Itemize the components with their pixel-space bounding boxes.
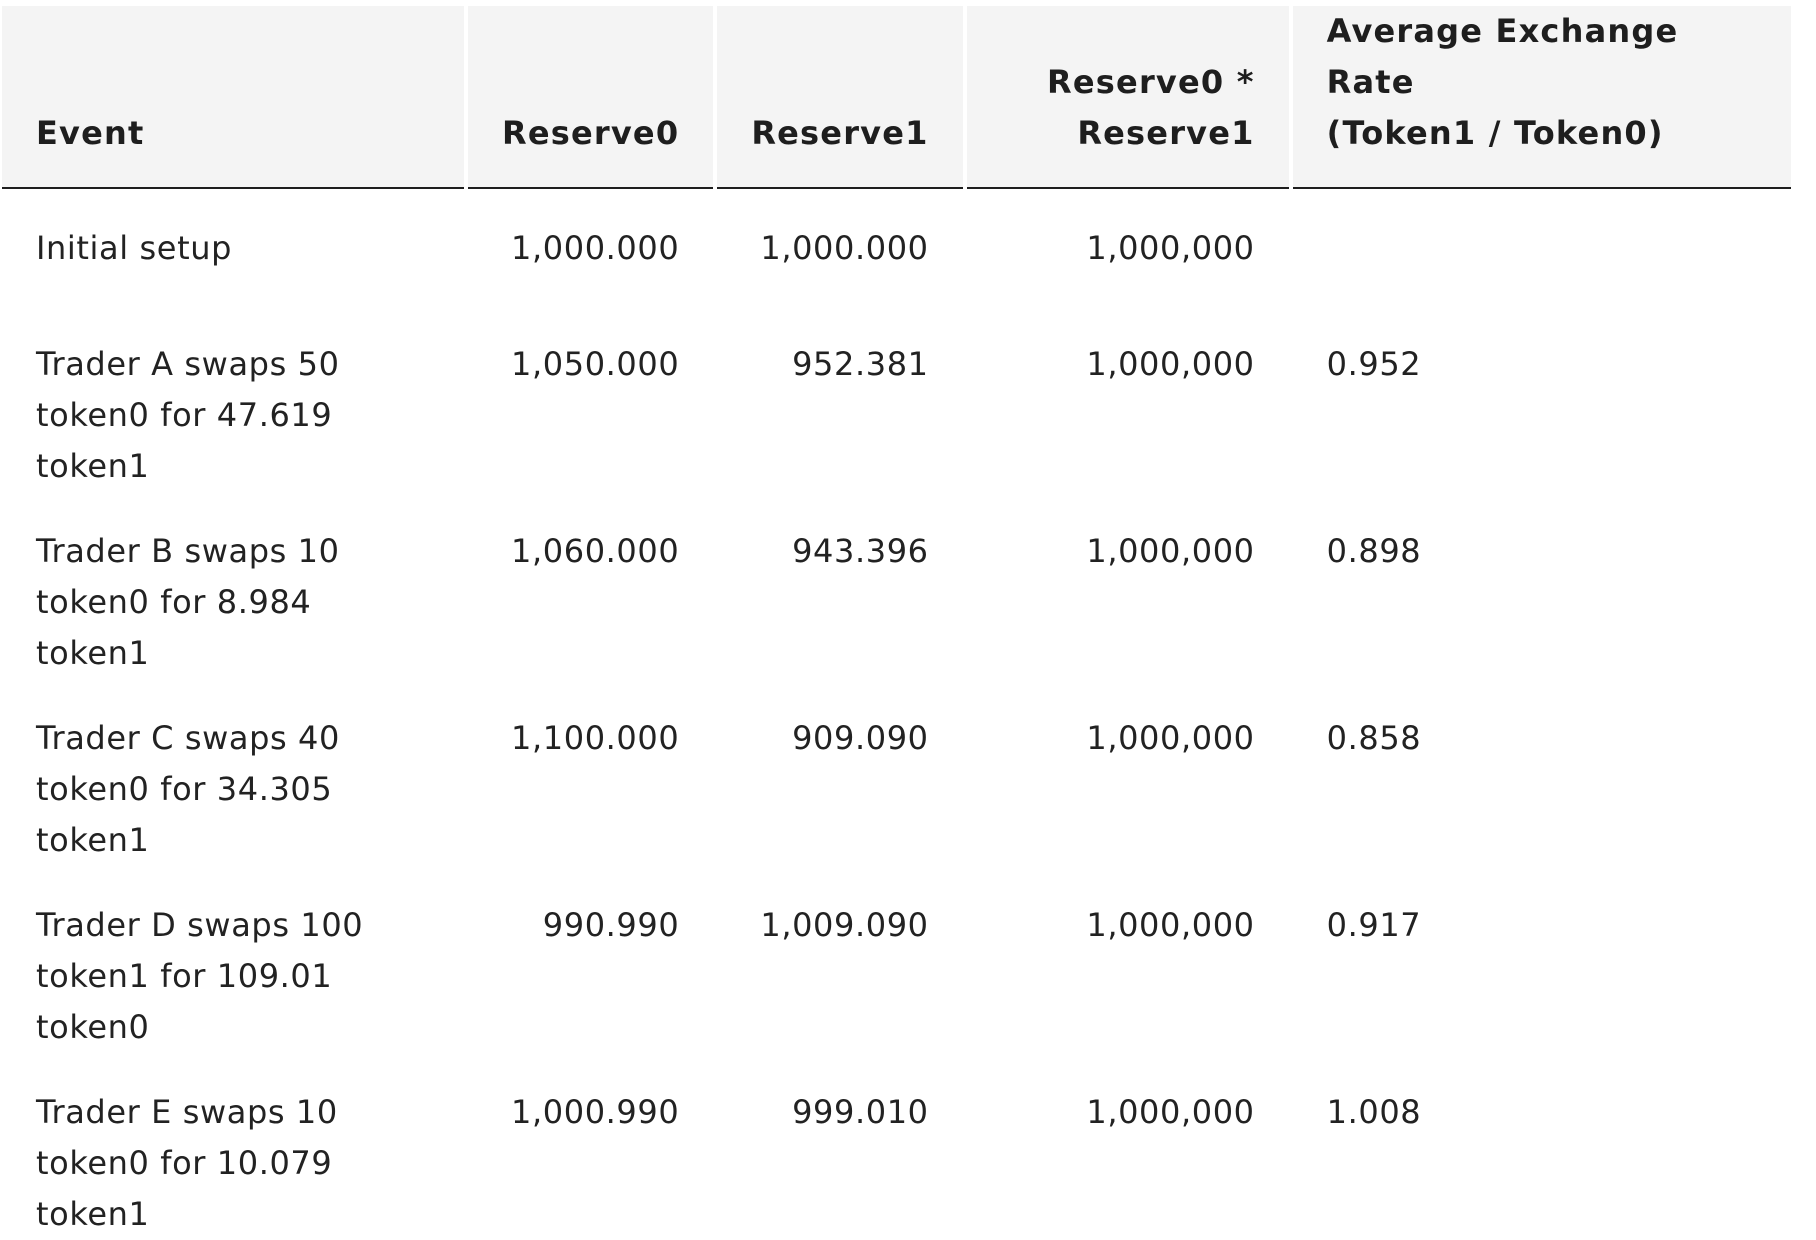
cell-reserve1: 943.396 — [792, 532, 929, 570]
table-row: Trader C swaps 40 token0 for 34.305 toke… — [2, 679, 1791, 866]
cell-rate: 0.858 — [1326, 719, 1422, 757]
table-row: Trader D swaps 100 token1 for 109.01 tok… — [2, 866, 1791, 1053]
cell-event: Trader A swaps 50 token0 for 47.619 toke… — [2, 305, 464, 492]
header-product-line1: Reserve0 * — [1047, 63, 1255, 101]
cell-product: 1,000,000 — [1086, 906, 1255, 944]
cell-reserve1: 999.010 — [792, 1093, 929, 1131]
cell-reserve1: 952.381 — [792, 345, 929, 383]
table-row: Trader E swaps 10 token0 for 10.079 toke… — [2, 1053, 1791, 1240]
header-event-label: Event — [36, 114, 145, 152]
table-row: Trader A swaps 50 token0 for 47.619 toke… — [2, 305, 1791, 492]
header-reserve1-label: Reserve1 — [751, 114, 929, 152]
event-line1: Trader E swaps 10 — [36, 1093, 338, 1131]
cell-reserve1: 1,000.000 — [760, 229, 929, 267]
cell-event: Trader D swaps 100 token1 for 109.01 tok… — [2, 866, 464, 1053]
header-reserve1: Reserve1 — [717, 6, 963, 189]
event-line2: token0 for 8.984 token1 — [36, 583, 312, 672]
header-product: Reserve0 * Reserve1 — [966, 6, 1289, 189]
cell-event: Trader C swaps 40 token0 for 34.305 toke… — [2, 679, 464, 866]
header-reserve0-label: Reserve0 — [502, 114, 680, 152]
header-rate-line2: (Token1 / Token0) — [1326, 114, 1664, 152]
cell-reserve0: 1,100.000 — [511, 719, 680, 757]
event-line1: Trader B swaps 10 — [36, 532, 340, 570]
table-header-row: Event Reserve0 Reserve1 Reserve0 * Reser… — [2, 6, 1791, 189]
event-line2: token0 for 47.619 token1 — [36, 396, 333, 485]
header-rate: Average Exchange Rate (Token1 / Token0) — [1292, 6, 1791, 189]
cell-event: Trader E swaps 10 token0 for 10.079 toke… — [2, 1053, 464, 1240]
event-line2: token1 for 109.01 token0 — [36, 957, 333, 1046]
event-line2: token0 for 34.305 token1 — [36, 770, 333, 859]
header-rate-line1: Average Exchange Rate — [1326, 12, 1679, 101]
header-event: Event — [2, 6, 464, 189]
cell-reserve0: 990.990 — [542, 906, 680, 944]
cell-rate: 0.952 — [1326, 345, 1422, 383]
cell-reserve1: 909.090 — [792, 719, 929, 757]
swap-reserves-table: Event Reserve0 Reserve1 Reserve0 * Reser… — [0, 6, 1795, 1240]
header-product-line2: Reserve1 — [1077, 114, 1255, 152]
cell-rate: 0.898 — [1326, 532, 1422, 570]
cell-rate — [1293, 189, 1791, 305]
cell-product: 1,000,000 — [1086, 532, 1255, 570]
table-row: Trader B swaps 10 token0 for 8.984 token… — [2, 492, 1791, 679]
cell-event: Initial setup — [2, 189, 464, 305]
document-page: Event Reserve0 Reserve1 Reserve0 * Reser… — [2, 6, 1791, 1233]
cell-product: 1,000,000 — [1086, 345, 1255, 383]
cell-reserve0: 1,000.000 — [511, 229, 680, 267]
table-body: Initial setup 1,000.000 1,000.000 1,000,… — [2, 189, 1791, 1240]
table-row: Initial setup 1,000.000 1,000.000 1,000,… — [2, 189, 1791, 305]
table-header: Event Reserve0 Reserve1 Reserve0 * Reser… — [2, 6, 1791, 189]
event-line1: Initial setup — [36, 229, 233, 267]
cell-product: 1,000,000 — [1086, 719, 1255, 757]
cell-product: 1,000,000 — [1086, 229, 1255, 267]
cell-rate: 1.008 — [1326, 1093, 1422, 1131]
event-line2: token0 for 10.079 token1 — [36, 1144, 333, 1233]
cell-reserve0: 1,050.000 — [511, 345, 680, 383]
cell-reserve1: 1,009.090 — [760, 906, 929, 944]
event-line1: Trader D swaps 100 — [36, 906, 364, 944]
cell-event: Trader B swaps 10 token0 for 8.984 token… — [2, 492, 464, 679]
header-reserve0: Reserve0 — [468, 6, 714, 189]
event-line1: Trader A swaps 50 — [36, 345, 340, 383]
cell-product: 1,000,000 — [1086, 1093, 1255, 1131]
cell-reserve0: 1,060.000 — [511, 532, 680, 570]
event-line1: Trader C swaps 40 — [36, 719, 340, 757]
cell-reserve0: 1,000.990 — [511, 1093, 680, 1131]
cell-rate: 0.917 — [1326, 906, 1422, 944]
